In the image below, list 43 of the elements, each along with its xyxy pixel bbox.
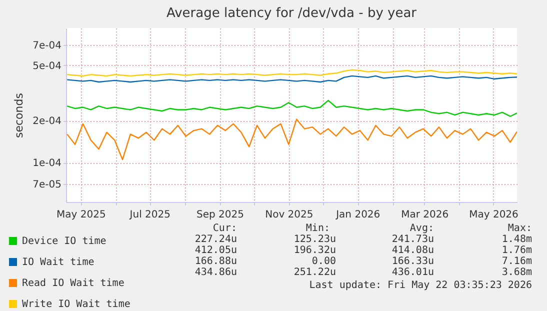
legend-label: IO Wait time bbox=[22, 257, 94, 268]
y-axis-title: seconds bbox=[12, 92, 26, 138]
legend-label: Read IO Wait time bbox=[22, 278, 124, 289]
line-series bbox=[66, 75, 517, 83]
text: 125.23u bbox=[294, 234, 336, 245]
text: 436.01u bbox=[392, 267, 434, 278]
x-tick-label: May 2025 bbox=[56, 210, 106, 220]
y-tick-label: 2e-04 bbox=[32, 116, 62, 128]
x-tick-label: Nov 2025 bbox=[265, 210, 314, 220]
legend-label: Device IO time bbox=[22, 236, 106, 247]
line-series bbox=[66, 69, 517, 77]
text: Avg: bbox=[410, 223, 434, 234]
text: 241.73u bbox=[392, 234, 434, 245]
text: 0.00 bbox=[312, 256, 336, 267]
chart-title: Average latency for /dev/vda - by year bbox=[166, 6, 418, 21]
y-tick-label: 7e-04 bbox=[32, 40, 62, 52]
line-series bbox=[66, 118, 517, 160]
x-tick-label: Jul 2025 bbox=[128, 210, 170, 220]
y-tick-label: 5e-04 bbox=[32, 60, 62, 72]
x-tick-label: May 2026 bbox=[469, 210, 518, 220]
legend-label: Write IO Wait time bbox=[22, 299, 130, 310]
text: 434.86u bbox=[194, 267, 237, 278]
y-tick-label: 1e-04 bbox=[32, 158, 62, 170]
text: 412.05u bbox=[194, 245, 237, 256]
text: 1.76m bbox=[502, 245, 532, 256]
text: Cur: bbox=[212, 223, 237, 234]
text: Max: bbox=[508, 223, 532, 234]
y-tick-label: 7e-05 bbox=[32, 180, 62, 191]
x-tick-label: Sep 2025 bbox=[196, 210, 244, 220]
x-tick-label: Mar 2026 bbox=[401, 210, 449, 220]
text: 196.32u bbox=[294, 245, 336, 256]
text: Last update: Fri May 22 03:35:23 2026 bbox=[309, 280, 532, 291]
text: 414.08u bbox=[392, 245, 434, 256]
text: 166.33u bbox=[392, 256, 434, 267]
text: Min: bbox=[306, 223, 330, 234]
text: 251.22u bbox=[294, 267, 336, 278]
text: 3.68m bbox=[502, 267, 532, 278]
text: 7.16m bbox=[502, 256, 532, 267]
text: 227.24u bbox=[194, 234, 237, 245]
line-series bbox=[66, 100, 517, 117]
text: 166.88u bbox=[194, 256, 237, 267]
text: 1.48m bbox=[502, 234, 532, 245]
x-tick-label: Jan 2026 bbox=[335, 210, 380, 220]
